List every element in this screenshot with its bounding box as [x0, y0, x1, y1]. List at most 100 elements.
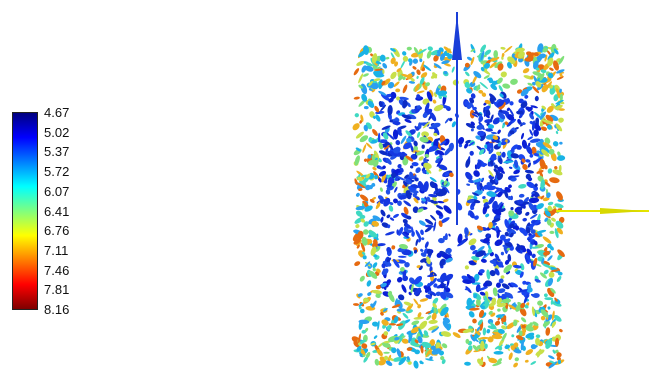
- isosurface-blob: [464, 361, 471, 366]
- isosurface-blob: [360, 218, 366, 223]
- isosurface-blob: [375, 114, 381, 122]
- isosurface-blob: [545, 81, 553, 90]
- isosurface-blob: [520, 302, 525, 309]
- isosurface-blob: [471, 336, 479, 343]
- isosurface-blob: [451, 66, 455, 73]
- isosurface-blob: [370, 246, 377, 256]
- isosurface-blob: [556, 352, 562, 358]
- isosurface-blob: [488, 169, 494, 177]
- isosurface-blob: [470, 93, 476, 99]
- isosurface-blob: [422, 112, 428, 118]
- isosurface-blob: [361, 329, 367, 334]
- isosurface-blob: [444, 186, 450, 194]
- isosurface-blob: [400, 266, 405, 272]
- isosurface-blob: [518, 184, 527, 189]
- isosurface-blob: [360, 242, 366, 252]
- isosurface-blob: [390, 172, 397, 179]
- isosurface-blob: [504, 45, 513, 53]
- isosurface-blob: [372, 321, 379, 327]
- isosurface-blob: [414, 349, 420, 355]
- isosurface-blob: [417, 312, 422, 318]
- colorbar-tick: 7.46: [44, 263, 70, 278]
- isosurface-blob: [549, 360, 556, 364]
- isosurface-blob: [451, 121, 457, 128]
- isosurface-blob: [531, 246, 539, 249]
- isosurface-blob: [431, 348, 442, 355]
- isosurface-blob: [371, 220, 379, 227]
- isosurface-blob: [401, 338, 409, 344]
- isosurface-blob: [401, 284, 407, 293]
- isosurface-blob: [435, 205, 444, 210]
- isosurface-blob: [373, 159, 379, 167]
- isosurface-blob: [498, 85, 503, 92]
- isosurface-blob: [557, 249, 565, 257]
- isosurface-blob: [403, 200, 412, 207]
- isosurface-blob: [554, 228, 559, 239]
- isosurface-blob: [553, 48, 559, 55]
- isosurface-blob: [472, 344, 479, 352]
- isosurface-blob: [545, 114, 554, 122]
- isosurface-blob: [486, 233, 491, 238]
- isosurface-blob: [354, 261, 361, 266]
- isosurface-blob: [408, 58, 413, 63]
- isosurface-blob: [437, 85, 442, 89]
- isosurface-blob: [386, 247, 392, 253]
- isosurface-blob: [375, 293, 381, 299]
- colorbar-tick: 6.41: [44, 204, 70, 219]
- isosurface-blob: [441, 281, 447, 290]
- isosurface-blob: [402, 51, 407, 56]
- isosurface-blob: [537, 300, 544, 306]
- isosurface-blob: [551, 217, 556, 222]
- isosurface-blob: [420, 252, 427, 257]
- isosurface-blob: [394, 298, 398, 306]
- isosurface-blob: [360, 114, 364, 122]
- isosurface-blob: [381, 268, 389, 276]
- isosurface-blob: [488, 357, 498, 364]
- isosurface-blob: [417, 335, 423, 344]
- isosurface-blob: [474, 108, 480, 117]
- isosurface-blob: [488, 302, 496, 307]
- isosurface-blob: [526, 283, 532, 293]
- isosurface-blob: [368, 80, 374, 87]
- isosurface-blob: [475, 298, 481, 306]
- isosurface-blob: [556, 276, 562, 282]
- isosurface-blob: [494, 268, 500, 276]
- isosurface-blob: [408, 332, 412, 338]
- isosurface-blob: [519, 205, 525, 209]
- isosurface-blob: [380, 282, 387, 288]
- isosurface-blob: [428, 277, 437, 287]
- colorbar-tick: 5.37: [44, 144, 70, 159]
- isosurface-blob: [500, 46, 506, 50]
- isosurface-blob: [358, 319, 370, 325]
- isosurface-blob: [458, 143, 463, 148]
- isosurface-blob: [472, 106, 477, 111]
- isosurface-blob: [395, 140, 401, 146]
- isosurface-blob: [431, 326, 440, 333]
- isosurface-blob: [358, 250, 365, 257]
- isosurface-blob: [536, 229, 547, 234]
- isosurface-blob: [478, 286, 488, 291]
- isosurface-blob: [418, 220, 426, 226]
- isosurface-blob: [390, 52, 395, 60]
- isosurface-blob: [444, 171, 450, 177]
- isosurface-blob: [554, 337, 560, 347]
- isosurface-blob: [481, 177, 484, 183]
- isosurface-blob: [388, 150, 399, 157]
- isosurface-blob: [492, 331, 503, 336]
- isosurface-blob: [426, 196, 431, 203]
- isosurface-blob: [498, 101, 506, 110]
- isosurface-blob: [353, 303, 360, 306]
- isosurface-blob: [483, 63, 491, 69]
- isosurface-blob: [372, 262, 378, 269]
- isosurface-blob: [516, 89, 523, 94]
- isosurface-blob: [396, 127, 402, 135]
- isosurface-blob: [449, 117, 453, 122]
- isosurface-blob: [518, 193, 525, 198]
- isosurface-blob: [494, 320, 501, 326]
- isosurface-blob: [385, 360, 393, 367]
- isosurface-blob: [421, 237, 425, 241]
- isosurface-blob: [409, 171, 414, 180]
- isosurface-blob: [496, 99, 505, 108]
- isosurface-blob: [532, 293, 540, 298]
- isosurface-blob: [443, 205, 452, 214]
